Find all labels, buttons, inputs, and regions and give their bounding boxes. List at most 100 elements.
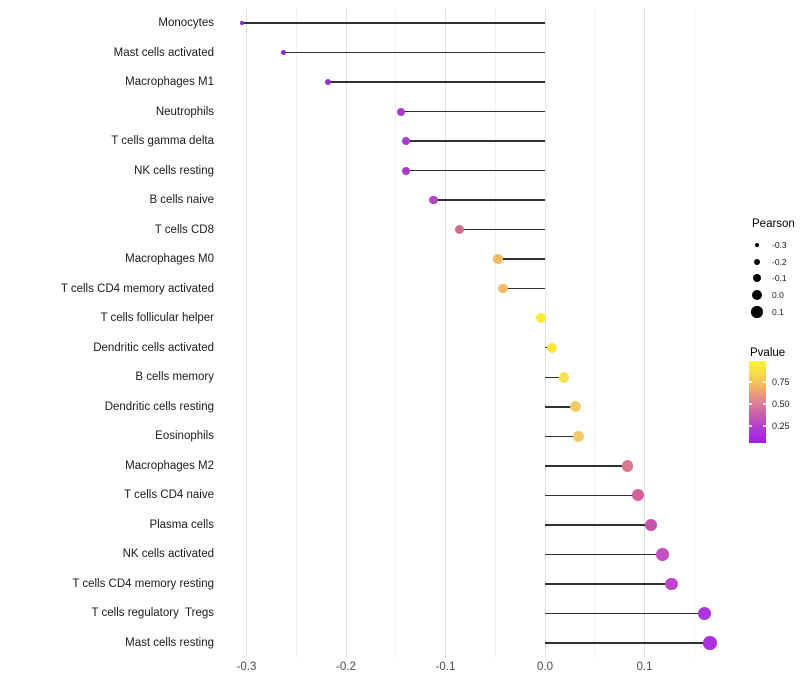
major-gridline xyxy=(644,8,645,657)
lollipop-stem xyxy=(405,140,545,142)
y-axis-label: T cells CD8 xyxy=(154,223,214,236)
lollipop-dot xyxy=(546,342,558,353)
major-gridline xyxy=(345,8,347,657)
lollipop-dot xyxy=(536,313,547,324)
lollipop-stem xyxy=(545,465,628,467)
y-axis-label: T cells CD4 naive xyxy=(124,489,214,502)
minor-gridline xyxy=(594,8,596,657)
legend-pearson-title: Pearson xyxy=(752,218,795,230)
lollipop-stem xyxy=(328,81,545,83)
lollipop-dot xyxy=(498,283,508,294)
lollipop-dot xyxy=(645,518,658,531)
legend-pvalue-label: 0.25 xyxy=(772,421,790,431)
x-axis-tick-label: 0.1 xyxy=(636,661,653,673)
gradient-tick-mark xyxy=(763,381,766,383)
x-axis-tick-label: -0.3 xyxy=(236,661,257,673)
y-axis-label: Dendritic cells resting xyxy=(104,400,214,413)
lollipop-dot xyxy=(239,21,244,25)
legend-size-label: -0.1 xyxy=(772,273,787,284)
lollipop-stem xyxy=(400,110,545,113)
gradient-tick-mark xyxy=(749,403,752,405)
lollipop-stem xyxy=(545,524,652,526)
legend-size-label: 0.0 xyxy=(772,290,784,301)
pvalue-gradient-bar xyxy=(749,361,766,443)
lollipop-dot xyxy=(429,195,438,205)
legend-size-dot xyxy=(751,306,763,318)
legend-size-label: -0.2 xyxy=(772,256,787,267)
major-gridline xyxy=(445,8,446,657)
y-axis-label: Monocytes xyxy=(158,17,214,29)
y-axis-label: Neutrophils xyxy=(155,105,214,118)
y-axis-label: B cells memory xyxy=(135,371,214,384)
legend-pvalue-label: 0.50 xyxy=(772,399,790,409)
lollipop-stem xyxy=(545,406,576,408)
lollipop-stem xyxy=(241,22,545,24)
lollipop-stem xyxy=(545,494,638,497)
y-axis-label: NK cells activated xyxy=(122,548,214,561)
minor-gridline xyxy=(395,8,397,657)
x-axis-tick-label: -0.1 xyxy=(435,661,456,673)
lollipop-dot xyxy=(454,225,464,235)
lollipop-dot xyxy=(401,166,410,175)
y-axis-label: Macrophages M1 xyxy=(125,76,214,89)
lollipop-stem xyxy=(498,258,545,260)
y-axis-label: Dendritic cells activated xyxy=(93,341,214,354)
y-axis-label: T cells gamma delta xyxy=(111,135,214,148)
lollipop-dot xyxy=(621,460,634,472)
lollipop-dot xyxy=(703,636,717,650)
gradient-tick-mark xyxy=(749,425,752,427)
minor-gridline xyxy=(693,8,695,657)
y-axis-label: Macrophages M2 xyxy=(125,459,214,472)
y-axis-label: B cells naive xyxy=(149,194,214,207)
lollipop-dot xyxy=(570,401,582,413)
lollipop-stem xyxy=(545,583,672,585)
minor-gridline xyxy=(295,8,297,657)
legend-size-dot xyxy=(754,258,760,265)
y-axis-label: Plasma cells xyxy=(149,518,214,531)
lollipop-dot xyxy=(324,78,332,86)
lollipop-stem xyxy=(283,51,545,54)
lollipop-stem xyxy=(545,435,579,438)
lollipop-stem xyxy=(545,612,705,615)
legend-pvalue-label: 0.75 xyxy=(772,377,790,387)
y-axis-label: Mast cells activated xyxy=(113,46,214,59)
lollipop-stem xyxy=(545,376,564,378)
lollipop-dot xyxy=(631,489,644,502)
lollipop-dot xyxy=(401,137,410,146)
lollipop-dot xyxy=(573,430,585,442)
lollipop-dot xyxy=(697,606,711,620)
lollipop-dot xyxy=(280,49,287,56)
lollipop-stem xyxy=(545,553,663,556)
gradient-tick-mark xyxy=(763,425,766,427)
x-axis-tick-label: -0.2 xyxy=(336,661,356,673)
lollipop-stem xyxy=(545,642,711,644)
major-gridline xyxy=(544,8,546,657)
minor-gridline xyxy=(494,8,496,657)
legend-pvalue-title: Pvalue xyxy=(750,347,786,359)
lollipop-stem xyxy=(405,169,545,172)
lollipop-dot xyxy=(396,107,405,116)
lollipop-dot xyxy=(665,577,678,591)
lollipop-stem xyxy=(433,199,545,201)
major-gridline xyxy=(246,8,247,657)
legend-size-label: -0.3 xyxy=(772,240,787,250)
legend-size-label: 0.1 xyxy=(772,306,784,317)
y-axis-label: Mast cells resting xyxy=(125,637,214,649)
y-axis-label: T cells follicular helper xyxy=(100,312,214,325)
y-axis-label: NK cells resting xyxy=(134,164,214,177)
lollipop-stem xyxy=(459,228,545,231)
gradient-tick-mark xyxy=(749,381,752,383)
legend-size-dot xyxy=(752,290,762,301)
lollipop-dot xyxy=(656,548,669,561)
legend-size-dot xyxy=(755,243,759,247)
lollipop-dot xyxy=(493,254,503,264)
y-axis-label: Macrophages M0 xyxy=(125,253,214,266)
y-axis-label: Eosinophils xyxy=(155,430,214,443)
y-axis-label: T cells regulatory Tregs xyxy=(91,607,214,620)
y-axis-label: T cells CD4 memory resting xyxy=(72,577,214,590)
lollipop-stem xyxy=(503,288,545,290)
y-axis-label: T cells CD4 memory activated xyxy=(60,282,214,295)
x-axis-tick-label: 0.0 xyxy=(537,661,553,673)
lollipop-dot xyxy=(558,372,570,383)
